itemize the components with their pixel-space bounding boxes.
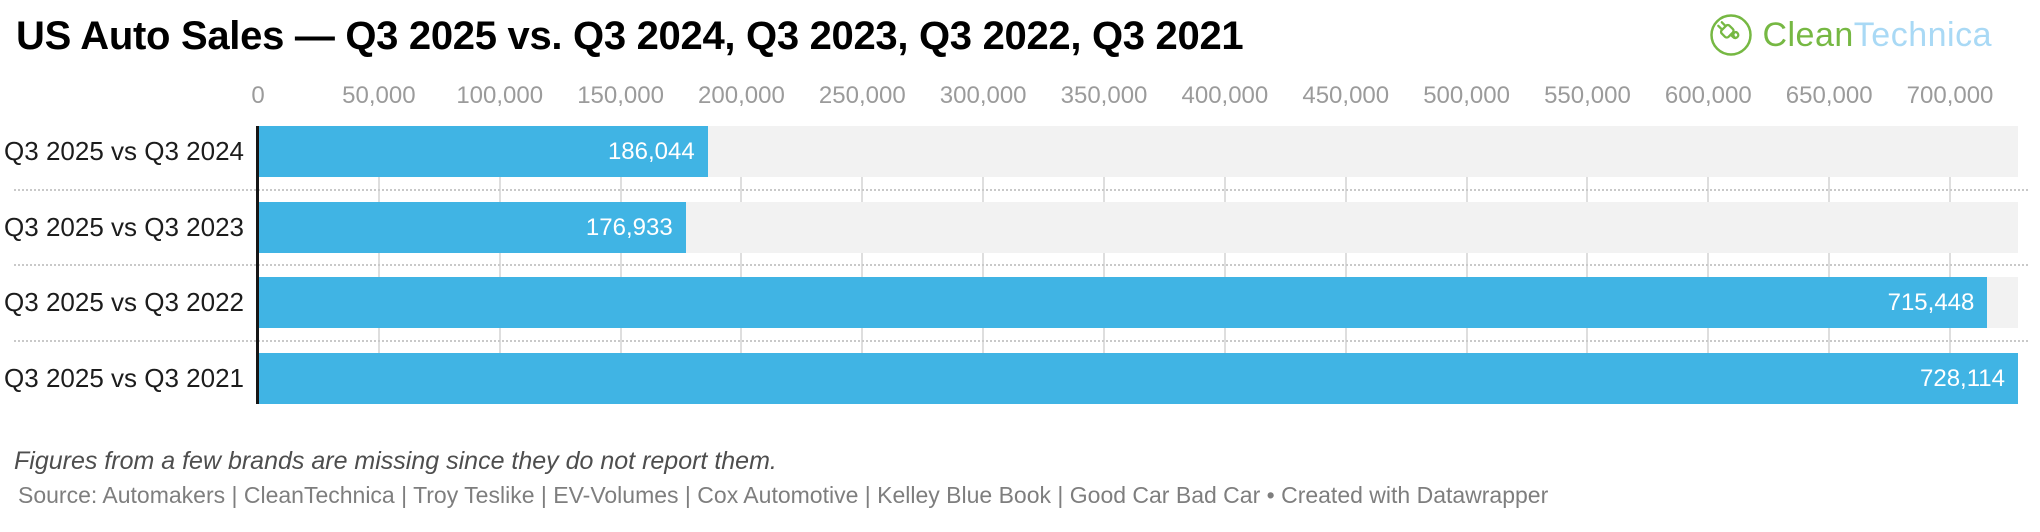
chart-note: Figures from a few brands are missing si… (14, 447, 777, 475)
x-tick-label: 550,000 (1544, 82, 1631, 109)
category-label: Q3 2025 vs Q3 2021 (4, 363, 244, 393)
category-label: Q3 2025 vs Q3 2023 (4, 212, 244, 242)
x-tick-label: 450,000 (1302, 82, 1390, 109)
dotted-separator (14, 189, 2028, 191)
chart-source-line: Source: Automakers | CleanTechnica | Tro… (18, 482, 1548, 509)
bar-value-label: 728,114 (1920, 364, 2005, 392)
chart-title: US Auto Sales — Q3 2025 vs. Q3 2024, Q3 … (16, 14, 1244, 58)
category-label: Q3 2025 vs Q3 2022 (4, 287, 244, 317)
bar[interactable]: 176,933 (258, 202, 686, 253)
bar[interactable]: 728,114 (258, 353, 2018, 404)
x-tick-label: 400,000 (1181, 82, 1269, 109)
bar[interactable]: 715,448 (258, 277, 1988, 328)
x-tick-label: 200,000 (698, 82, 785, 109)
logo-wordmark: CleanTechnica (1762, 18, 1992, 52)
bar[interactable]: 186,044 (258, 126, 708, 177)
x-tick-label: 700,000 (1906, 82, 1994, 109)
bar-value-label: 715,448 (1887, 288, 1975, 316)
logo-technica-text: Technica (1853, 16, 1992, 54)
category-label: Q3 2025 vs Q3 2024 (4, 136, 244, 166)
zero-axis-line (256, 126, 259, 404)
logo-clean-text: Clean (1762, 16, 1854, 54)
x-tick-label: 600,000 (1664, 82, 1752, 109)
x-tick-label: 0 (251, 82, 265, 109)
x-tick-label: 250,000 (818, 82, 906, 109)
x-tick-label: 150,000 (577, 82, 664, 109)
x-tick-label: 100,000 (456, 82, 544, 109)
x-tick-label: 50,000 (342, 82, 416, 109)
plug-in-circle-icon (1710, 14, 1753, 56)
x-tick-label: 650,000 (1785, 82, 1873, 109)
dotted-separator (14, 340, 2028, 342)
bar-value-label: 186,044 (607, 137, 695, 165)
cleantechnica-logo[interactable]: CleanTechnica (1709, 12, 1992, 58)
x-tick-label: 300,000 (939, 82, 1027, 109)
dotted-separator (14, 264, 2028, 266)
bar-value-label: 176,933 (585, 213, 673, 241)
datawrapper-credit-link[interactable]: Created with Datawrapper (1281, 482, 1549, 508)
source-text: Source: Automakers | CleanTechnica | Tro… (18, 482, 1282, 508)
x-tick-label: 350,000 (1060, 82, 1148, 109)
x-tick-label: 500,000 (1423, 82, 1510, 109)
